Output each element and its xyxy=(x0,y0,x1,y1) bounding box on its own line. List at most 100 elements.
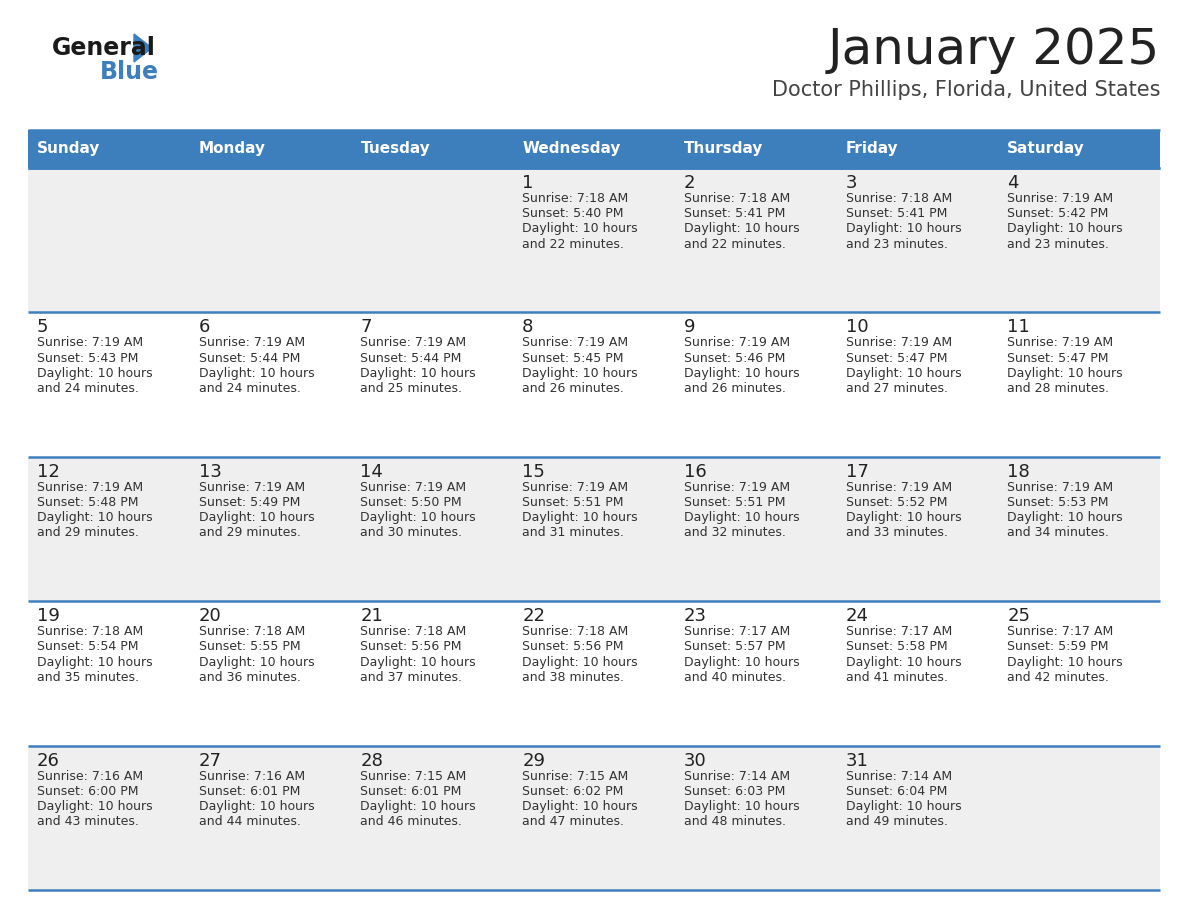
Text: Daylight: 10 hours: Daylight: 10 hours xyxy=(198,367,315,380)
Bar xyxy=(190,130,352,168)
Text: Sunrise: 7:19 AM: Sunrise: 7:19 AM xyxy=(684,336,790,350)
Text: 18: 18 xyxy=(1007,463,1030,481)
Text: Daylight: 10 hours: Daylight: 10 hours xyxy=(846,367,961,380)
Text: Sunrise: 7:19 AM: Sunrise: 7:19 AM xyxy=(360,336,467,350)
Text: 21: 21 xyxy=(360,607,384,625)
Text: Sunset: 5:40 PM: Sunset: 5:40 PM xyxy=(523,207,624,220)
Text: Sunset: 6:01 PM: Sunset: 6:01 PM xyxy=(198,785,301,798)
Text: Sunrise: 7:19 AM: Sunrise: 7:19 AM xyxy=(37,336,143,350)
Text: Sunset: 5:45 PM: Sunset: 5:45 PM xyxy=(523,352,624,364)
Text: 23: 23 xyxy=(684,607,707,625)
Bar xyxy=(352,130,513,168)
Bar xyxy=(998,312,1159,457)
Bar xyxy=(836,601,998,745)
Text: Sunrise: 7:18 AM: Sunrise: 7:18 AM xyxy=(523,625,628,638)
Text: Monday: Monday xyxy=(198,141,266,156)
Text: and 28 minutes.: and 28 minutes. xyxy=(1007,382,1110,395)
Text: Sunset: 5:47 PM: Sunset: 5:47 PM xyxy=(846,352,947,364)
Bar xyxy=(29,745,190,890)
Text: and 49 minutes.: and 49 minutes. xyxy=(846,815,948,828)
Text: January 2025: January 2025 xyxy=(828,26,1159,74)
Text: and 24 minutes.: and 24 minutes. xyxy=(198,382,301,395)
Bar xyxy=(190,457,352,601)
Text: and 36 minutes.: and 36 minutes. xyxy=(198,671,301,684)
Text: and 23 minutes.: and 23 minutes. xyxy=(846,238,948,251)
Bar xyxy=(29,601,190,745)
Text: and 42 minutes.: and 42 minutes. xyxy=(1007,671,1110,684)
Text: 29: 29 xyxy=(523,752,545,769)
Text: Sunday: Sunday xyxy=(37,141,100,156)
Text: Sunset: 5:44 PM: Sunset: 5:44 PM xyxy=(198,352,301,364)
Text: Sunrise: 7:19 AM: Sunrise: 7:19 AM xyxy=(37,481,143,494)
Text: Daylight: 10 hours: Daylight: 10 hours xyxy=(1007,367,1123,380)
Text: 24: 24 xyxy=(846,607,868,625)
Bar xyxy=(513,601,675,745)
Text: 27: 27 xyxy=(198,752,222,769)
Text: and 22 minutes.: and 22 minutes. xyxy=(523,238,624,251)
Text: Sunset: 5:55 PM: Sunset: 5:55 PM xyxy=(198,641,301,654)
Text: Wednesday: Wednesday xyxy=(523,141,620,156)
Text: 10: 10 xyxy=(846,319,868,336)
Bar xyxy=(836,168,998,312)
Text: and 26 minutes.: and 26 minutes. xyxy=(523,382,624,395)
Text: Sunset: 5:56 PM: Sunset: 5:56 PM xyxy=(360,641,462,654)
Text: Sunrise: 7:19 AM: Sunrise: 7:19 AM xyxy=(360,481,467,494)
Text: and 47 minutes.: and 47 minutes. xyxy=(523,815,624,828)
Text: Tuesday: Tuesday xyxy=(360,141,430,156)
Text: 5: 5 xyxy=(37,319,49,336)
Text: Daylight: 10 hours: Daylight: 10 hours xyxy=(37,367,152,380)
Text: Sunset: 5:49 PM: Sunset: 5:49 PM xyxy=(198,496,301,509)
Text: 3: 3 xyxy=(846,174,857,192)
Text: and 44 minutes.: and 44 minutes. xyxy=(198,815,301,828)
Text: Doctor Phillips, Florida, United States: Doctor Phillips, Florida, United States xyxy=(771,80,1159,100)
Text: and 24 minutes.: and 24 minutes. xyxy=(37,382,139,395)
Bar xyxy=(513,130,675,168)
Text: Sunrise: 7:16 AM: Sunrise: 7:16 AM xyxy=(37,769,143,783)
Text: Daylight: 10 hours: Daylight: 10 hours xyxy=(198,511,315,524)
Text: Sunrise: 7:17 AM: Sunrise: 7:17 AM xyxy=(684,625,790,638)
Text: and 33 minutes.: and 33 minutes. xyxy=(846,526,948,540)
Text: and 46 minutes.: and 46 minutes. xyxy=(360,815,462,828)
Text: General: General xyxy=(52,36,156,60)
Text: and 35 minutes.: and 35 minutes. xyxy=(37,671,139,684)
Text: Daylight: 10 hours: Daylight: 10 hours xyxy=(37,655,152,668)
Text: 16: 16 xyxy=(684,463,707,481)
Text: Sunset: 5:50 PM: Sunset: 5:50 PM xyxy=(360,496,462,509)
Text: Sunrise: 7:16 AM: Sunrise: 7:16 AM xyxy=(198,769,305,783)
Text: Sunset: 5:52 PM: Sunset: 5:52 PM xyxy=(846,496,947,509)
Text: Sunrise: 7:19 AM: Sunrise: 7:19 AM xyxy=(1007,481,1113,494)
Text: and 29 minutes.: and 29 minutes. xyxy=(198,526,301,540)
Polygon shape xyxy=(134,34,152,62)
Text: 25: 25 xyxy=(1007,607,1030,625)
Text: 26: 26 xyxy=(37,752,59,769)
Text: Sunrise: 7:19 AM: Sunrise: 7:19 AM xyxy=(1007,336,1113,350)
Bar xyxy=(836,312,998,457)
Text: Sunrise: 7:19 AM: Sunrise: 7:19 AM xyxy=(684,481,790,494)
Text: and 43 minutes.: and 43 minutes. xyxy=(37,815,139,828)
Text: Sunrise: 7:18 AM: Sunrise: 7:18 AM xyxy=(523,192,628,205)
Text: Sunset: 5:51 PM: Sunset: 5:51 PM xyxy=(523,496,624,509)
Bar xyxy=(998,601,1159,745)
Text: 14: 14 xyxy=(360,463,384,481)
Bar xyxy=(190,745,352,890)
Text: 9: 9 xyxy=(684,319,695,336)
Text: 8: 8 xyxy=(523,319,533,336)
Text: 20: 20 xyxy=(198,607,221,625)
Bar xyxy=(190,601,352,745)
Text: 4: 4 xyxy=(1007,174,1019,192)
Text: Sunrise: 7:19 AM: Sunrise: 7:19 AM xyxy=(198,481,305,494)
Text: and 22 minutes.: and 22 minutes. xyxy=(684,238,785,251)
Text: Sunrise: 7:18 AM: Sunrise: 7:18 AM xyxy=(684,192,790,205)
Text: Saturday: Saturday xyxy=(1007,141,1085,156)
Bar xyxy=(190,312,352,457)
Bar xyxy=(998,168,1159,312)
Text: Daylight: 10 hours: Daylight: 10 hours xyxy=(198,655,315,668)
Bar xyxy=(513,457,675,601)
Text: 13: 13 xyxy=(198,463,222,481)
Text: and 32 minutes.: and 32 minutes. xyxy=(684,526,785,540)
Bar xyxy=(513,745,675,890)
Text: Sunset: 5:47 PM: Sunset: 5:47 PM xyxy=(1007,352,1108,364)
Text: Daylight: 10 hours: Daylight: 10 hours xyxy=(846,800,961,813)
Bar xyxy=(352,601,513,745)
Text: Sunset: 5:59 PM: Sunset: 5:59 PM xyxy=(1007,641,1108,654)
